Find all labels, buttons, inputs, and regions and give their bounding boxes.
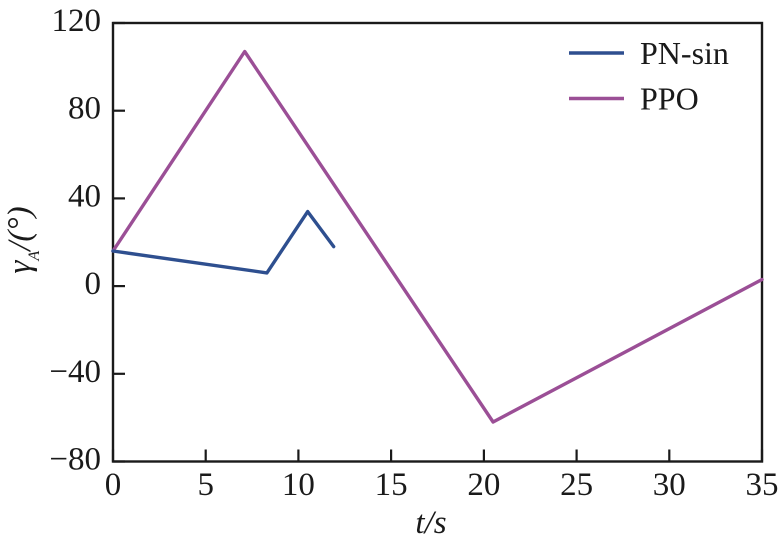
svg-text:−80: −80 [49,442,101,478]
svg-text:80: 80 [68,91,101,127]
svg-text:0: 0 [105,467,122,503]
svg-text:15: 15 [375,467,408,503]
svg-text:10: 10 [282,467,315,503]
svg-text:30: 30 [653,467,686,503]
svg-text:PPO: PPO [640,81,699,117]
svg-text:35: 35 [746,467,779,503]
svg-text:t/s: t/s [415,505,446,541]
svg-text:25: 25 [560,467,593,503]
svg-text:120: 120 [52,3,102,39]
svg-text:5: 5 [197,467,214,503]
svg-text:−40: −40 [49,354,101,390]
svg-text:40: 40 [68,178,101,214]
svg-text:PN-sin: PN-sin [640,35,729,71]
svg-text:0: 0 [85,266,102,302]
svg-text:γA/(°): γA/(°) [2,206,43,273]
svg-text:20: 20 [467,467,500,503]
